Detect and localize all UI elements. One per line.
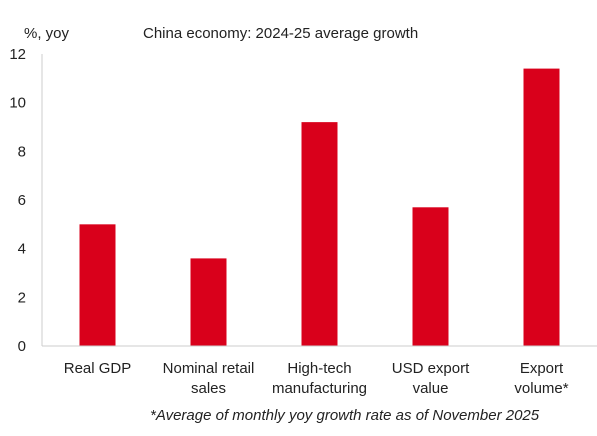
bar xyxy=(79,224,116,346)
x-tick-label: High-tech manufacturing xyxy=(272,360,367,397)
x-axis-ticks: Real GDP Nominal retail sales High-tech manu… xyxy=(64,360,569,397)
y-tick-label: 10 xyxy=(9,95,26,112)
bars xyxy=(79,68,560,346)
x-tick-label: Real GDP xyxy=(64,360,132,377)
x-tick-label: Export volume* xyxy=(514,360,568,397)
y-axis-label: %, yoy xyxy=(24,25,70,42)
y-tick-label: 8 xyxy=(18,143,26,160)
y-tick-label: 4 xyxy=(18,241,26,258)
y-tick-label: 12 xyxy=(9,46,26,63)
y-tick-label: 2 xyxy=(18,289,26,306)
bar xyxy=(412,207,449,346)
y-tick-label: 6 xyxy=(18,192,26,209)
y-axis-ticks: 0 2 4 6 8 10 12 xyxy=(9,46,26,355)
bar xyxy=(523,68,560,346)
bar xyxy=(301,122,338,346)
bar xyxy=(190,258,227,346)
x-tick-label: USD export value xyxy=(392,360,470,397)
x-tick-label: Nominal retail sales xyxy=(163,360,255,397)
footnote: *Average of monthly yoy growth rate as o… xyxy=(150,407,540,424)
y-tick-label: 0 xyxy=(18,338,26,355)
chart-title: China economy: 2024-25 average growth xyxy=(143,25,418,42)
